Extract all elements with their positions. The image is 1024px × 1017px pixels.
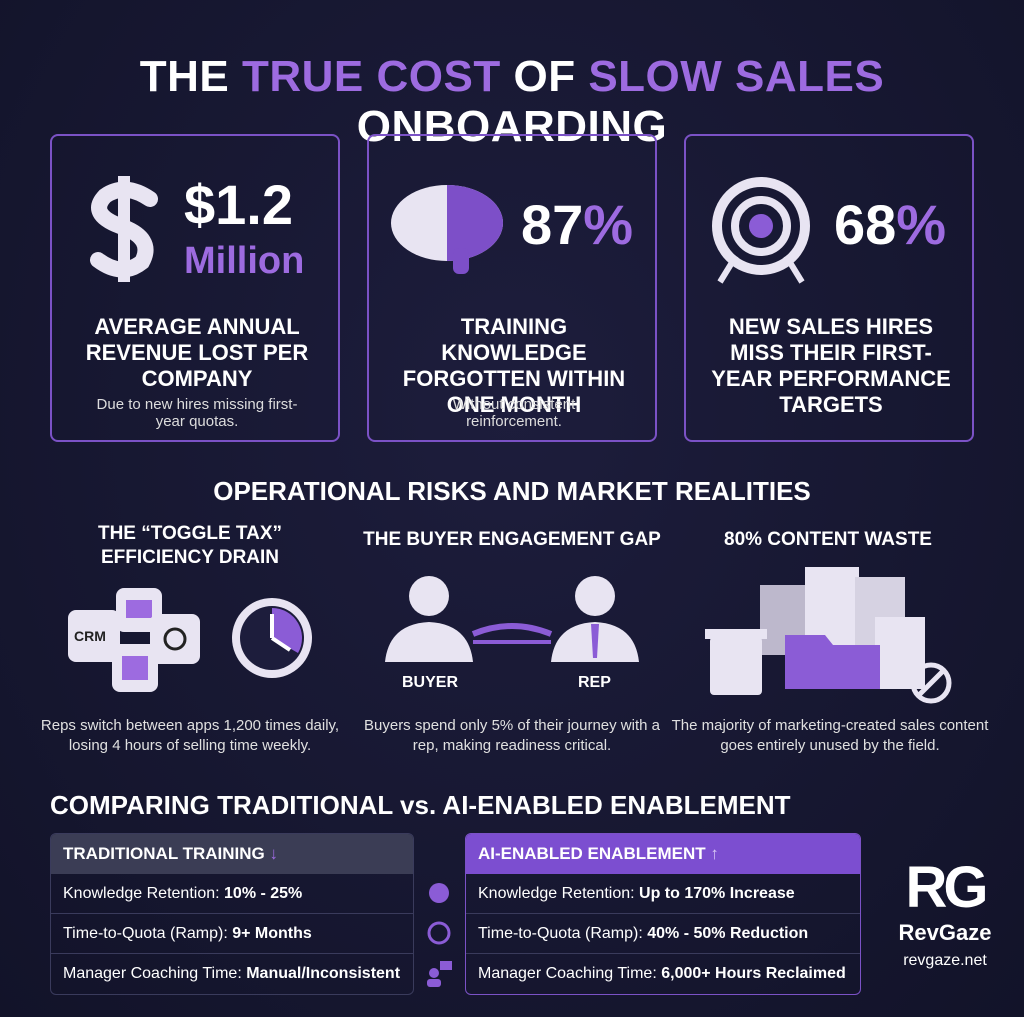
table-header: AI-ENABLED ENABLEMENT ↑ — [466, 834, 860, 874]
stat-value: 87 — [521, 193, 584, 256]
brand-name: RevGaze — [898, 920, 992, 945]
row-label: Time-to-Quota (Ramp): — [478, 925, 643, 942]
section-title: OPERATIONAL RISKS AND MARKET REALITIES — [213, 476, 811, 506]
title-part: THE — [139, 52, 230, 101]
table-row: Knowledge Retention: 10% - 25% — [51, 874, 413, 914]
risk-text: Buyers spend only 5% of their journey wi… — [364, 717, 660, 754]
table-row: Time-to-Quota (Ramp): 9+ Months — [51, 914, 413, 954]
table-row: Manager Coaching Time: 6,000+ Hours Recl… — [466, 954, 860, 994]
stat-label: NEW SALES HIRES MISS THEIR FIRST-YEAR PE… — [711, 314, 951, 417]
row-icons — [427, 883, 452, 987]
brain-icon — [391, 185, 503, 274]
stat-label: TRAINING KNOWLEDGE FORGOTTEN WITHIN ONE … — [402, 314, 626, 417]
risk-title: 80% CONTENT WASTE — [724, 529, 932, 550]
table-row: Time-to-Quota (Ramp): 40% - 50% Reductio… — [466, 914, 860, 954]
title-part: SLOW SALES — [588, 52, 885, 101]
row-value: 10% - 25% — [224, 885, 303, 902]
table-row: Manager Coaching Time: Manual/Inconsiste… — [51, 954, 413, 994]
row-label: Manager Coaching Time: — [63, 965, 242, 982]
dollar-icon — [90, 176, 158, 282]
icon-label: BUYER — [402, 674, 459, 691]
table-row: Knowledge Retention: Up to 170% Increase — [466, 874, 860, 914]
stat-unit: % — [896, 193, 947, 256]
title-part: OF — [513, 52, 576, 101]
row-value: 9+ Months — [232, 925, 312, 942]
stat-note: Without consistent reinforcement. — [452, 396, 576, 430]
title: THE TRUE COST OF SLOW SALES ONBOARDING — [0, 52, 1024, 152]
buyer-rep-icon — [385, 576, 639, 662]
ai-table: AI-ENABLED ENABLEMENT ↑ Knowledge Retent… — [465, 833, 861, 995]
stat-value: 68 — [834, 193, 897, 256]
row-label: Manager Coaching Time: — [478, 965, 657, 982]
stat-card: 87% TRAINING KNOWLEDGE FORGOTTEN WITHIN … — [367, 134, 657, 442]
logo: RG — [905, 855, 989, 920]
stat-unit: % — [583, 193, 634, 256]
stat-card: 68% NEW SALES HIRES MISS THEIR FIRST-YEA… — [684, 134, 974, 442]
risk-title: THE “TOGGLE TAX” EFFICIENCY DRAIN — [97, 523, 283, 568]
row-value: 6,000+ Hours Reclaimed — [661, 965, 846, 982]
brand-url: revgaze.net — [903, 952, 987, 969]
traditional-table: TRADITIONAL TRAINING ↓ Knowledge Retenti… — [50, 833, 414, 995]
apps-icon — [68, 588, 312, 692]
title-part: TRUE COST — [242, 52, 501, 101]
brand: RG RevGaze revgaze.net — [880, 856, 1010, 970]
risk-title: THE BUYER ENGAGEMENT GAP — [363, 529, 661, 550]
row-label: Knowledge Retention: — [63, 885, 220, 902]
content-waste-icon — [705, 567, 952, 704]
section-title: COMPARING TRADITIONAL vs. AI-ENABLED ENA… — [50, 790, 791, 820]
icon-label: REP — [578, 674, 611, 691]
row-value: Up to 170% Increase — [639, 885, 795, 902]
icon-label: CRM — [74, 628, 106, 644]
stat-card: $1.2 Million AVERAGE ANNUAL REVENUE LOST… — [50, 134, 340, 442]
stat-unit: Million — [184, 240, 305, 282]
row-value: 40% - 50% Reduction — [647, 925, 809, 942]
title-part: ONBOARDING — [356, 102, 668, 151]
risk-text: The majority of marketing-created sales … — [671, 717, 989, 754]
stat-note: Due to new hires missing first-year quot… — [96, 396, 298, 430]
stat-label: AVERAGE ANNUAL REVENUE LOST PER COMPANY — [85, 314, 309, 391]
header-text: TRADITIONAL TRAINING — [63, 844, 265, 863]
target-icon — [712, 177, 810, 284]
table-header: TRADITIONAL TRAINING ↓ — [51, 834, 413, 874]
row-label: Knowledge Retention: — [478, 885, 635, 902]
header-text: AI-ENABLED ENABLEMENT — [478, 844, 706, 863]
row-label: Time-to-Quota (Ramp): — [63, 925, 228, 942]
stat-value: $1.2 — [184, 173, 293, 236]
risk-text: Reps switch between apps 1,200 times dai… — [40, 717, 340, 754]
row-value: Manual/Inconsistent — [246, 965, 401, 982]
